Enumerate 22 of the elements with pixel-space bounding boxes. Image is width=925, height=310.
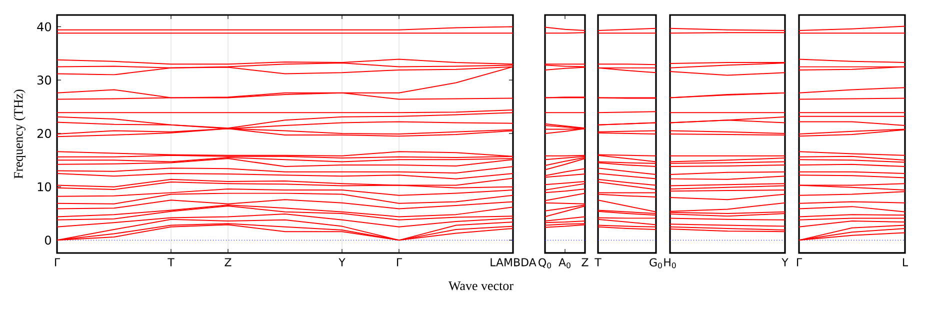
y-tick-label: 10: [38, 182, 52, 192]
x-tick-label: Z: [582, 258, 588, 266]
x-tick-label: Y: [338, 258, 346, 266]
x-tick-label: Γ: [397, 258, 402, 266]
y-tick-label: 30: [37, 76, 52, 85]
x-tick-label: T: [594, 258, 602, 266]
y-tick-label: 40: [37, 22, 52, 32]
x-tick-label: Z: [224, 258, 232, 266]
x-tick-label: G$_{0}$: [650, 258, 662, 268]
y-tick-label: 0: [44, 236, 52, 245]
x-tick-label: Γ: [797, 258, 802, 266]
x-tick-label: T: [168, 258, 174, 266]
x-axis-title: Wave vector: [448, 282, 514, 290]
x-tick-label: Q$_{0}$: [538, 258, 552, 268]
x-tick-label: LAMBDA: [490, 258, 536, 266]
x-tick-label: Y: [782, 258, 788, 266]
x-tick-label: H$_{0}$: [664, 258, 676, 268]
x-tick-label: Γ: [55, 258, 60, 266]
x-tick-label: L: [903, 258, 908, 266]
y-tick-label: 20: [37, 128, 52, 138]
x-tick-label: A$_{0}$: [558, 258, 570, 268]
y-axis-title: Frequency (THz): [14, 90, 26, 179]
